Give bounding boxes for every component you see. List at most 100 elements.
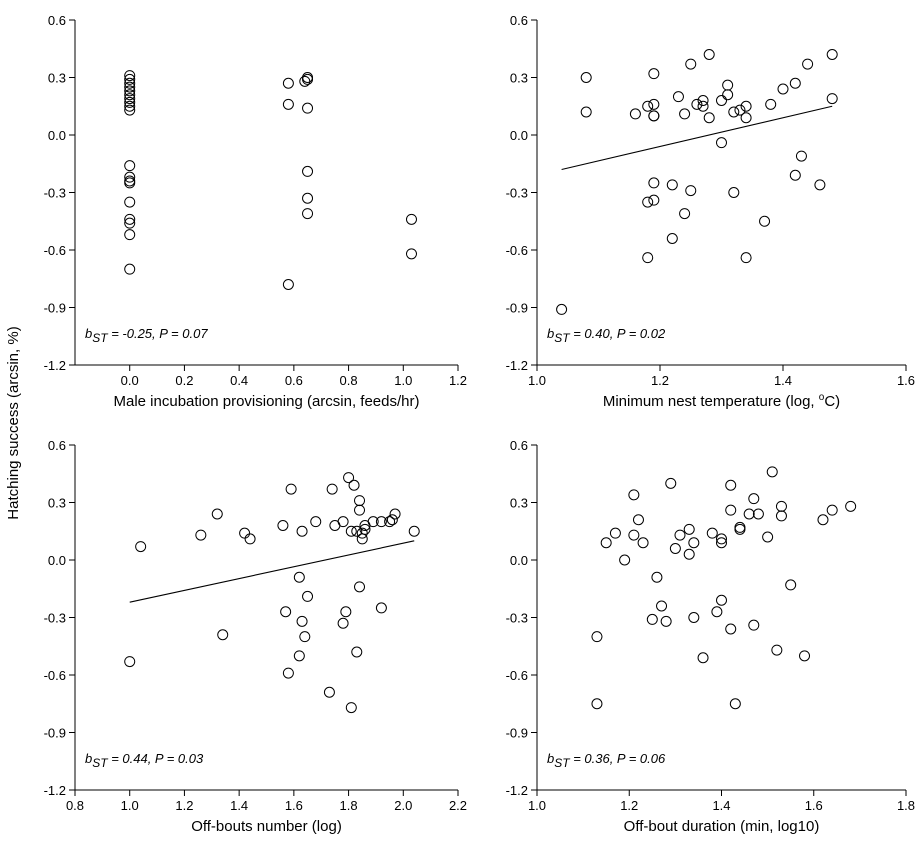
data-point <box>632 514 644 526</box>
scatter-panel-top-left: -1.2 -0.9 -0.6 -0.3 0.0 0.3 0.6 0.0 0.2 0.4 0.6 0.8… <box>44 13 467 410</box>
data-point <box>669 543 681 554</box>
y-tick-label: -0.9 <box>506 301 528 316</box>
y-tick-label: -0.9 <box>44 726 66 741</box>
y-tick-label: -0.6 <box>44 668 66 683</box>
y-tick-label: 0.3 <box>48 496 66 511</box>
y-tick-label: 0.3 <box>510 71 528 86</box>
data-point <box>354 495 366 507</box>
data-point <box>716 137 727 149</box>
data-point <box>124 73 136 85</box>
data-point <box>743 508 755 520</box>
data-point <box>697 95 709 106</box>
y-tick-label: -1.2 <box>44 358 66 373</box>
data-point <box>729 698 741 710</box>
data-point <box>802 58 814 70</box>
data-point <box>340 606 352 618</box>
data-point <box>740 252 752 264</box>
data-point <box>124 104 136 116</box>
data-point <box>195 529 207 541</box>
data-point <box>651 571 663 583</box>
data-point <box>775 500 787 512</box>
data-point <box>124 229 136 241</box>
data-point <box>785 579 797 591</box>
data-point <box>748 619 760 631</box>
data-point <box>124 77 136 89</box>
data-point <box>629 108 641 120</box>
x-tick-label: 0.8 <box>340 373 358 388</box>
data-point <box>277 520 289 531</box>
data-point <box>323 686 335 698</box>
data-point <box>591 698 603 710</box>
data-point <box>679 108 691 120</box>
data-point <box>217 629 229 641</box>
data-point <box>135 541 147 553</box>
y-tick-label: -0.9 <box>44 301 66 316</box>
data-point <box>386 514 398 526</box>
y-tick-label: -0.9 <box>506 726 528 741</box>
y-tick-label: -1.2 <box>506 783 528 798</box>
data-point <box>814 179 826 191</box>
data-point <box>302 165 314 177</box>
stat-annotation: bST = 0.36, P = 0.06 <box>547 751 666 770</box>
data-point <box>282 98 294 110</box>
data-point <box>765 98 777 110</box>
data-point <box>280 606 292 618</box>
data-point <box>299 75 311 87</box>
y-tick-label: 0.6 <box>510 438 528 453</box>
y-tick-label: 0.0 <box>510 553 528 568</box>
data-point <box>296 525 308 537</box>
data-point <box>239 527 251 539</box>
data-point <box>826 504 838 516</box>
data-point <box>637 537 649 549</box>
scatter-panel-bottom-left: -1.2 -0.9 -0.6 -0.3 0.0 0.3 0.6 0.8 1.0 1.2 1.4 1.6… <box>44 438 467 835</box>
y-tick-label: -0.3 <box>506 611 528 626</box>
data-point <box>688 612 700 623</box>
data-point <box>591 631 603 643</box>
data-point <box>356 533 368 545</box>
data-point <box>672 91 684 103</box>
data-point <box>600 537 612 549</box>
data-point <box>351 646 363 658</box>
data-point <box>722 79 734 91</box>
data-point <box>351 525 363 537</box>
data-point <box>244 533 256 545</box>
data-point <box>356 527 368 539</box>
data-point <box>302 102 314 114</box>
data-point <box>679 208 691 220</box>
data-point <box>683 523 695 535</box>
data-point <box>666 233 678 244</box>
data-point <box>343 472 355 484</box>
data-point <box>299 631 311 643</box>
x-tick-label: 1.0 <box>394 373 412 388</box>
data-point <box>697 652 709 664</box>
data-point <box>674 529 686 541</box>
y-tick-label: -0.6 <box>506 243 528 258</box>
data-point <box>628 489 640 501</box>
x-axis-label: Minimum nest temperature (log, oC) <box>603 392 840 410</box>
x-tick-label: 0.8 <box>66 798 84 813</box>
data-point <box>354 581 366 593</box>
x-tick-label: 1.8 <box>340 798 358 813</box>
x-tick-label: 1.0 <box>121 798 139 813</box>
x-tick-label: 1.4 <box>230 798 248 813</box>
data-point <box>691 98 703 110</box>
data-point <box>124 171 136 183</box>
scatter-panel-top-right: -1.2 -0.9 -0.6 -0.3 0.0 0.3 0.6 1.0 1.2 1.4 1.6 Min… <box>506 13 915 410</box>
data-point <box>766 466 778 478</box>
data-point <box>826 49 838 60</box>
data-point <box>703 112 715 124</box>
y-tick-label: 0.3 <box>510 496 528 511</box>
x-tick-label: 1.4 <box>712 798 730 813</box>
data-point <box>660 615 672 627</box>
data-point <box>124 177 136 189</box>
data-point <box>759 215 771 227</box>
y-tick-label: 0.0 <box>48 553 66 568</box>
data-point <box>389 508 401 520</box>
data-point <box>725 623 737 635</box>
data-point <box>384 516 396 528</box>
data-point <box>688 537 700 549</box>
y-tick-label: -1.2 <box>506 358 528 373</box>
data-point <box>124 196 136 208</box>
x-tick-label: 2.2 <box>449 798 467 813</box>
